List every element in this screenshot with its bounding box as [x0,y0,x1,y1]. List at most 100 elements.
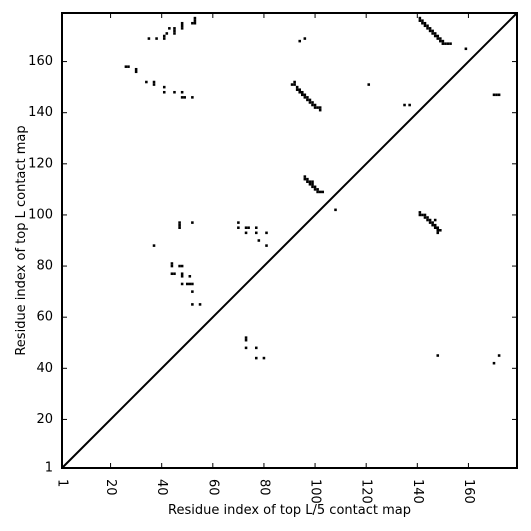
contact-cell-lower [170,264,174,268]
x-tick-label: 100 [308,479,323,504]
contact-cell-upper [173,27,176,30]
x-tick-label: 1 [55,479,70,487]
contact-cell-lower [180,275,184,278]
contact-cell-lower [303,93,307,97]
contact-cell-upper [426,24,429,28]
contact-cell-lower [301,93,304,97]
contact-cell-upper [421,19,424,22]
contact-cell-lower [418,213,422,217]
contact-cell-lower [313,188,317,191]
contact-cell-lower [298,88,302,91]
y-tick-label: 60 [36,310,53,325]
contact-cell-lower [170,272,174,276]
x-tick-label: 160 [461,479,476,504]
contact-cell-upper [367,83,371,86]
contact-cell-lower [313,185,317,189]
contact-cell-lower [308,180,312,183]
contact-cell-lower [318,108,322,112]
contact-cell-upper [134,70,138,74]
contact-cell-lower [303,175,307,178]
contact-cell-upper [134,67,138,71]
contact-cell-lower [178,226,181,229]
contact-cell-lower [254,226,258,229]
contact-cell-lower [316,106,319,109]
contact-cell-lower [257,239,261,242]
contact-cell-upper [152,80,156,84]
contact-cell-upper [147,37,151,40]
contact-cell-upper [168,27,171,30]
contact-cell-lower [439,229,442,232]
contact-cell-upper [436,37,440,40]
y-tick-label: 1 [45,461,53,476]
contact-cell-lower [191,303,194,306]
contact-cell-upper [193,16,197,20]
contact-cell-lower [431,221,434,224]
contact-cell-lower [308,101,312,104]
contact-cell-upper [446,42,450,45]
x-tick-label: 140 [410,479,425,504]
contact-cell-lower [431,223,434,227]
contact-cell-lower [313,106,317,109]
contact-cell-upper [303,37,307,40]
contact-cell-upper [423,24,427,28]
y-tick-label: 80 [36,259,53,274]
contact-cell-upper [165,32,169,35]
contact-cell-lower [191,221,194,224]
y-tick-label: 40 [36,361,53,376]
contact-cell-lower [303,177,307,181]
contact-cell-lower [306,177,309,181]
contact-cell-upper [152,83,156,86]
contact-cell-lower [254,231,258,235]
contact-cell-upper [464,47,468,51]
contact-cell-lower [321,190,325,194]
contact-cell-upper [162,34,166,38]
contact-cell-upper [421,21,424,25]
contact-cell-lower [306,98,309,102]
contact-cell-upper [127,65,130,68]
contact-cell-upper [441,39,445,43]
contact-cell-lower [152,244,156,247]
contact-cell-lower [178,223,181,227]
x-axis-label: Residue index of top L/5 contact map [168,503,411,518]
contact-cell-lower [316,190,319,194]
contact-cell-lower [311,182,314,186]
contact-cell-lower [433,223,437,227]
contact-cell-upper [431,29,434,33]
contact-cell-lower [311,185,314,189]
contact-cell-lower [311,180,314,183]
contact-cell-lower [436,229,440,232]
contact-cell-lower [170,262,174,265]
contact-cell-lower [306,96,309,99]
contact-cell-lower [180,272,184,276]
contact-cell-lower [436,226,440,229]
contact-cell-upper [191,21,194,25]
contact-cell-lower [318,190,322,194]
diagonal-line [61,12,518,469]
contact-cell-lower [428,221,432,224]
contact-cell-upper [428,29,432,33]
contact-cell-lower [495,93,498,97]
contact-cell-lower [306,180,309,183]
contact-cell-upper [439,39,442,43]
y-tick-label: 20 [36,412,53,427]
contact-cell-lower [433,226,437,229]
x-tick-label: 40 [154,479,169,496]
contact-cell-upper [124,65,128,68]
contact-cell-lower [178,221,181,224]
contact-cells [124,16,501,365]
contact-cell-lower [188,282,192,286]
contact-cell-lower [426,216,429,219]
contact-cell-upper [180,90,184,94]
contact-cell-lower [293,83,296,86]
contact-cell-lower [293,80,296,84]
contact-cell-upper [180,24,184,28]
contact-cell-upper [298,39,302,43]
contact-cell-lower [295,85,299,89]
contact-cell-lower [173,272,176,276]
contact-cell-lower [254,346,258,350]
contact-cell-upper [433,32,437,35]
contact-cell-lower [492,93,496,97]
contact-cell-upper [444,42,447,45]
